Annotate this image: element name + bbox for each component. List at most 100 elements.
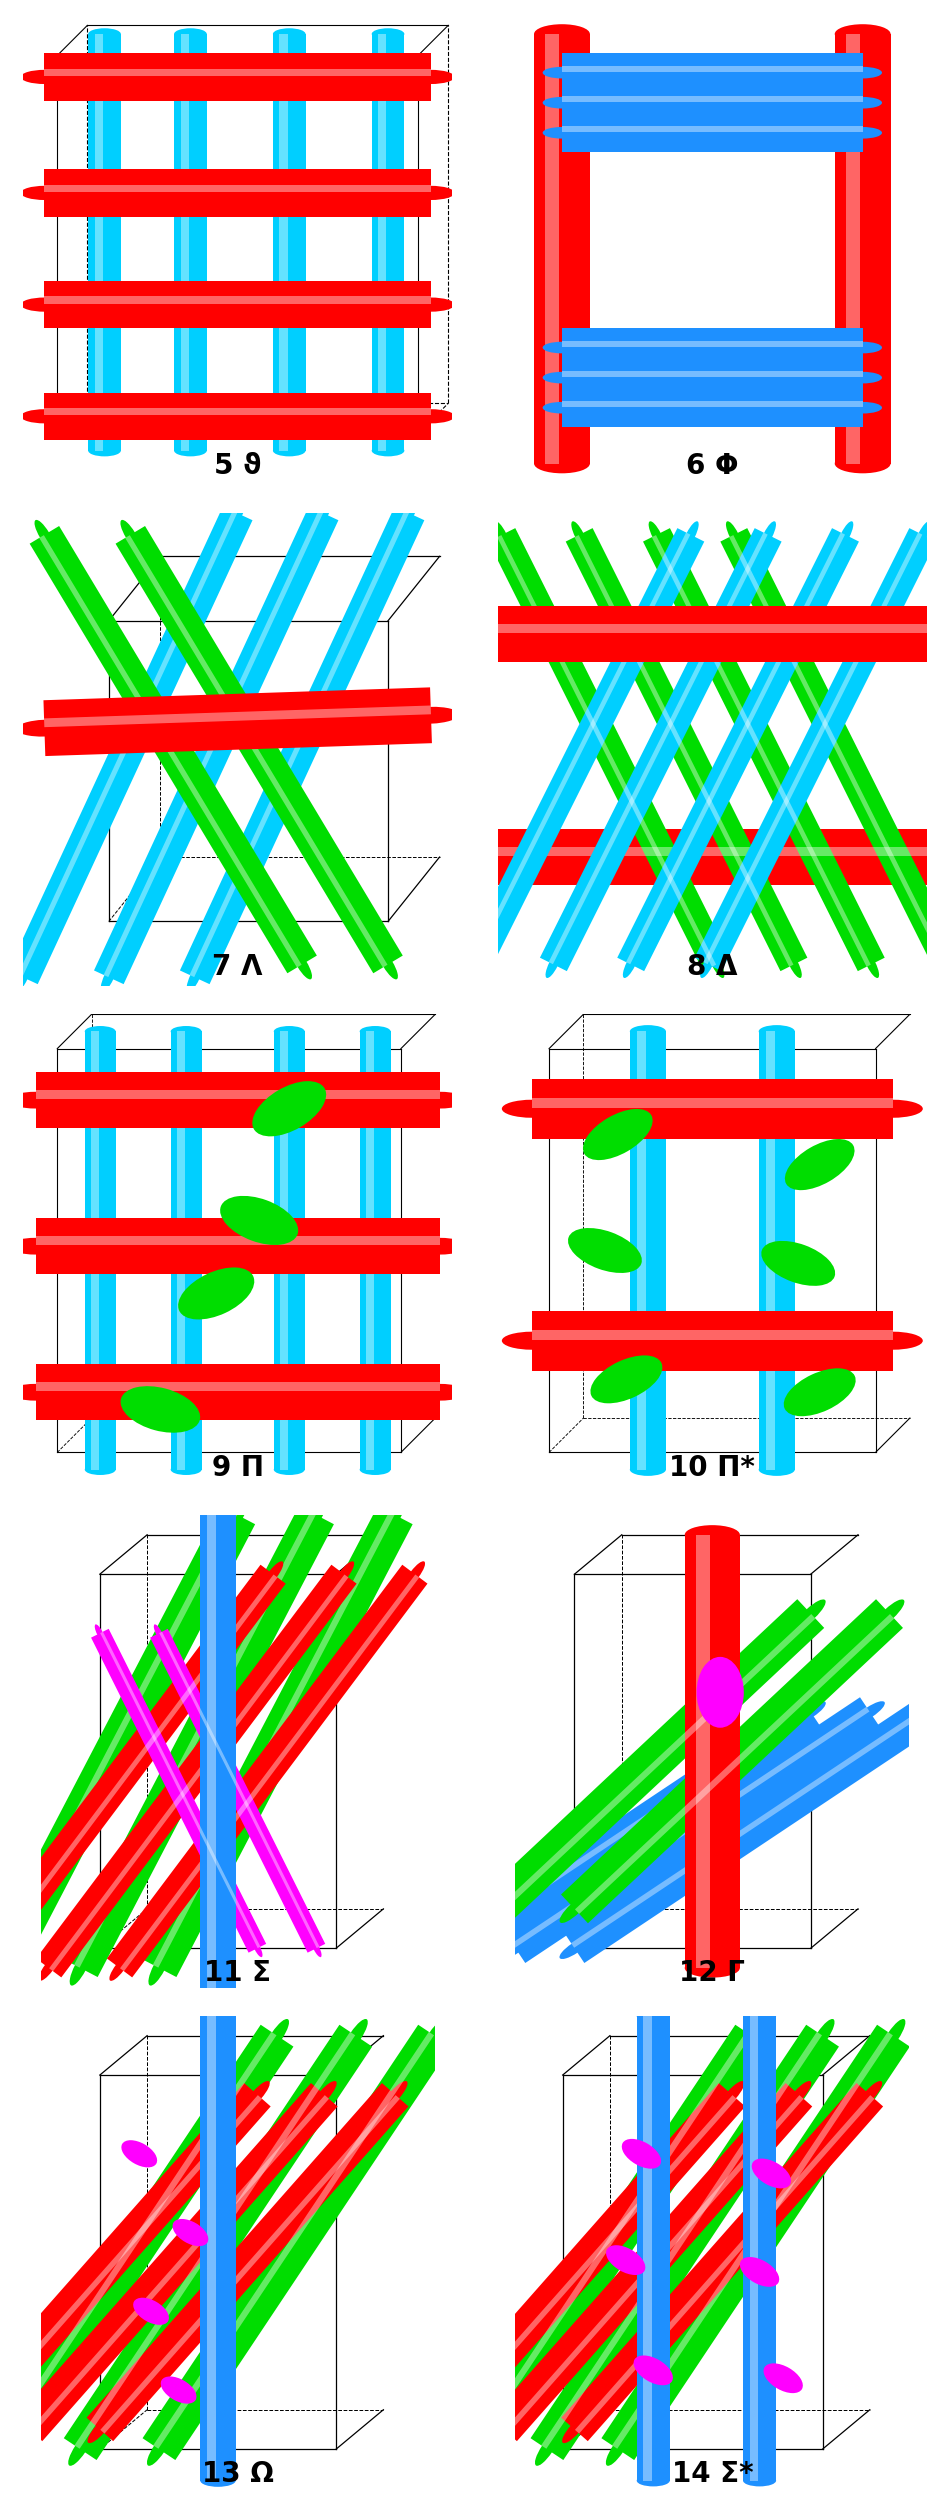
Ellipse shape xyxy=(844,98,882,108)
Polygon shape xyxy=(562,125,863,133)
Ellipse shape xyxy=(683,520,698,548)
Ellipse shape xyxy=(796,1601,826,1628)
Ellipse shape xyxy=(590,1356,662,1403)
Ellipse shape xyxy=(491,2416,516,2443)
Ellipse shape xyxy=(425,2416,449,2443)
Polygon shape xyxy=(86,2083,408,2441)
Ellipse shape xyxy=(423,2018,446,2053)
Bar xyxy=(637,1030,646,1471)
Ellipse shape xyxy=(560,1896,589,1923)
Ellipse shape xyxy=(844,68,882,78)
Polygon shape xyxy=(562,340,863,348)
Ellipse shape xyxy=(101,963,117,993)
Bar xyxy=(177,1030,184,1471)
Ellipse shape xyxy=(121,520,141,550)
Ellipse shape xyxy=(751,2158,791,2188)
Polygon shape xyxy=(39,535,301,968)
Ellipse shape xyxy=(312,2081,336,2108)
Polygon shape xyxy=(45,68,431,75)
Ellipse shape xyxy=(371,28,405,40)
Ellipse shape xyxy=(915,520,931,548)
Ellipse shape xyxy=(344,2018,368,2053)
Ellipse shape xyxy=(253,1080,326,1135)
Ellipse shape xyxy=(469,848,525,865)
Bar xyxy=(95,35,103,450)
Text: 12 Γ: 12 Γ xyxy=(679,1958,745,1988)
Polygon shape xyxy=(496,1613,815,1913)
Ellipse shape xyxy=(21,410,68,423)
Bar xyxy=(534,35,590,463)
Ellipse shape xyxy=(542,373,581,383)
Polygon shape xyxy=(36,1073,440,1128)
Ellipse shape xyxy=(312,1938,321,1958)
Ellipse shape xyxy=(171,1025,201,1038)
Ellipse shape xyxy=(360,1463,390,1476)
Bar xyxy=(274,1030,305,1471)
Polygon shape xyxy=(463,528,704,970)
Ellipse shape xyxy=(502,1331,562,1351)
Polygon shape xyxy=(36,1090,440,1098)
Polygon shape xyxy=(36,1235,440,1245)
Bar xyxy=(766,1030,775,1471)
Polygon shape xyxy=(532,1331,893,1341)
Ellipse shape xyxy=(899,848,950,865)
Ellipse shape xyxy=(787,2081,811,2108)
Ellipse shape xyxy=(200,2473,236,2486)
Polygon shape xyxy=(470,2031,751,2448)
Ellipse shape xyxy=(411,1238,467,1256)
Polygon shape xyxy=(488,528,730,970)
Ellipse shape xyxy=(220,1195,298,1245)
Polygon shape xyxy=(562,95,863,103)
Ellipse shape xyxy=(16,720,72,738)
Polygon shape xyxy=(497,535,716,968)
Ellipse shape xyxy=(696,1656,744,1728)
Ellipse shape xyxy=(273,445,306,455)
Bar xyxy=(695,1536,710,1968)
Polygon shape xyxy=(498,623,927,633)
Ellipse shape xyxy=(786,950,802,978)
Polygon shape xyxy=(505,1698,880,1963)
Ellipse shape xyxy=(34,520,54,550)
Ellipse shape xyxy=(838,520,853,548)
Ellipse shape xyxy=(481,1896,511,1923)
Ellipse shape xyxy=(760,520,776,548)
Ellipse shape xyxy=(858,2081,883,2108)
Ellipse shape xyxy=(15,963,31,993)
Text: 5 ϑ: 5 ϑ xyxy=(214,453,261,480)
Ellipse shape xyxy=(68,2433,92,2466)
Bar xyxy=(630,1030,666,1471)
Polygon shape xyxy=(703,533,922,965)
Ellipse shape xyxy=(542,343,581,353)
Ellipse shape xyxy=(200,1981,236,1993)
Ellipse shape xyxy=(408,70,455,85)
Ellipse shape xyxy=(571,520,587,548)
Bar xyxy=(88,35,121,450)
Polygon shape xyxy=(549,533,768,965)
Polygon shape xyxy=(142,1506,412,1978)
Ellipse shape xyxy=(835,453,890,473)
Bar xyxy=(280,1030,288,1471)
Polygon shape xyxy=(562,83,863,123)
Polygon shape xyxy=(562,370,863,378)
Ellipse shape xyxy=(545,950,561,978)
Ellipse shape xyxy=(401,498,418,528)
Ellipse shape xyxy=(147,2433,171,2466)
Polygon shape xyxy=(612,2031,893,2448)
Polygon shape xyxy=(0,1566,286,1978)
Ellipse shape xyxy=(542,128,581,138)
Polygon shape xyxy=(94,508,338,985)
Bar xyxy=(636,2016,670,2481)
Bar xyxy=(273,35,306,450)
Ellipse shape xyxy=(171,1463,201,1476)
Ellipse shape xyxy=(109,1956,130,1981)
Polygon shape xyxy=(542,2031,822,2448)
Ellipse shape xyxy=(360,1025,390,1038)
Ellipse shape xyxy=(121,1386,200,1433)
Bar xyxy=(643,2016,652,2481)
Bar xyxy=(685,1536,740,1968)
Ellipse shape xyxy=(263,1561,283,1588)
Text: 14 Σ*: 14 Σ* xyxy=(672,2461,753,2488)
Ellipse shape xyxy=(810,2018,834,2053)
Ellipse shape xyxy=(784,1368,856,1416)
Polygon shape xyxy=(720,528,950,970)
